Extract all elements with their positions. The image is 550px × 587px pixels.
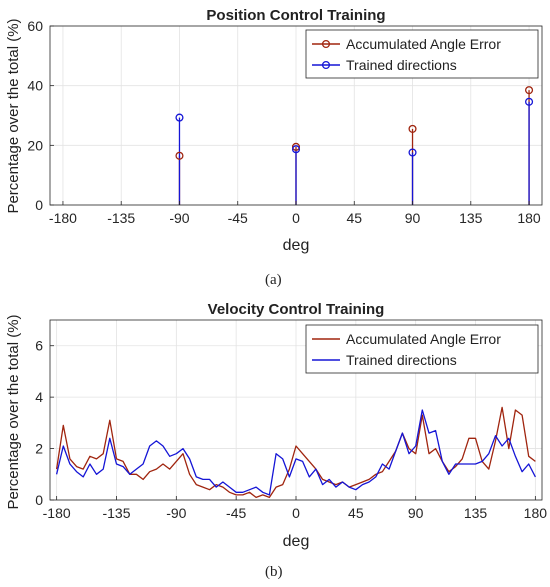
- chart-b-xtick-label: 135: [464, 505, 488, 521]
- chart-b-xlabel: deg: [283, 533, 310, 550]
- chart-a-xtick-label: 180: [517, 210, 541, 226]
- chart-a-xtick-label: 0: [292, 210, 300, 226]
- chart-a-ticks: -180 -135 -90 -45 0 45 90 135 180 0 20 40 60: [27, 18, 541, 226]
- caption-b: (b): [265, 564, 283, 580]
- chart-a-stem-marker-0: [175, 151, 184, 160]
- chart-a-stem-marker-0: [525, 86, 534, 95]
- chart-b-xtick-label: 180: [524, 505, 548, 521]
- chart-a-ytick-label: 20: [27, 137, 43, 153]
- chart-b-ytick-label: 6: [35, 338, 43, 354]
- chart-a-legend-label-1: Trained directions: [346, 57, 457, 73]
- chart-b-ticks: -180 -135 -90 -45 0 45 90 135 180 0 2 4 6: [35, 338, 547, 521]
- chart-a-title: Position Control Training: [206, 7, 385, 24]
- chart-b-legend-box: [305, 324, 539, 374]
- chart-a-stem-marker-1: [291, 145, 301, 154]
- chart-b-xtick-label: -45: [226, 505, 246, 521]
- chart-a-series: [175, 86, 534, 205]
- chart-b-legend-label-0: Accumulated Angle Error: [346, 331, 501, 347]
- chart-a-xtick-label: 90: [405, 210, 421, 226]
- chart-a-xtick-label: 135: [459, 210, 483, 226]
- chart-a-stem-marker-1: [408, 148, 417, 157]
- chart-a-ytick-label: 0: [35, 197, 43, 213]
- chart-b-xtick-label: 0: [292, 505, 300, 521]
- chart-b-xtick-label: -180: [43, 505, 71, 521]
- chart-b-legend-label-1: Trained directions: [346, 352, 457, 368]
- chart-a-xtick-label: -45: [228, 210, 248, 226]
- chart-b-ytick-label: 0: [35, 492, 43, 508]
- chart-b-series: [55, 406, 536, 499]
- chart-a-stem-marker-0: [291, 142, 301, 151]
- chart-a-legend: Accumulated Angle Error Trained direction…: [305, 29, 539, 79]
- chart-b-ylabel: Percentage over the total (%): [5, 314, 22, 509]
- chart-a-xtick-label: -90: [169, 210, 189, 226]
- chart-b-legend: Accumulated Angle Error Trained direction…: [305, 324, 539, 374]
- chart-a-legend-label-0: Accumulated Angle Error: [346, 36, 501, 52]
- chart-a-legend-marker-0: [321, 39, 331, 49]
- chart-a-xtick-label: -135: [107, 210, 135, 226]
- chart-b-series-line-0: [55, 406, 536, 499]
- chart-a-ytick-label: 40: [27, 78, 43, 94]
- chart-a-xtick-label: -180: [49, 210, 77, 226]
- chart-b-ytick-label: 2: [35, 441, 43, 457]
- chart-b-title: Velocity Control Training: [208, 301, 385, 318]
- chart-a-ylabel: Percentage over the total (%): [5, 18, 22, 213]
- velocity-control-chart: Velocity Control Training -180 -135 -90 -45…: [5, 301, 547, 550]
- chart-b-xtick-label: -90: [166, 505, 186, 521]
- chart-b-ytick-label: 4: [35, 389, 43, 405]
- caption-a: (a): [265, 272, 282, 288]
- chart-a-ytick-label: 60: [27, 18, 43, 34]
- chart-a-legend-marker-1: [321, 60, 331, 70]
- chart-a-stem-marker-0: [408, 124, 417, 133]
- chart-b-series-line-1: [55, 409, 536, 496]
- position-control-chart: Position Control Training -180 -135 -90 -45…: [5, 7, 543, 254]
- chart-a-xlabel: deg: [283, 237, 310, 254]
- chart-b-xtick-label: -135: [102, 505, 130, 521]
- chart-a-legend-box: [305, 29, 539, 79]
- chart-a-stem-marker-1: [525, 97, 534, 106]
- chart-a-xtick-label: 45: [346, 210, 362, 226]
- chart-a-stem-marker-1: [175, 113, 184, 122]
- chart-b-xtick-label: 45: [348, 505, 364, 521]
- chart-b-xtick-label: 90: [408, 505, 424, 521]
